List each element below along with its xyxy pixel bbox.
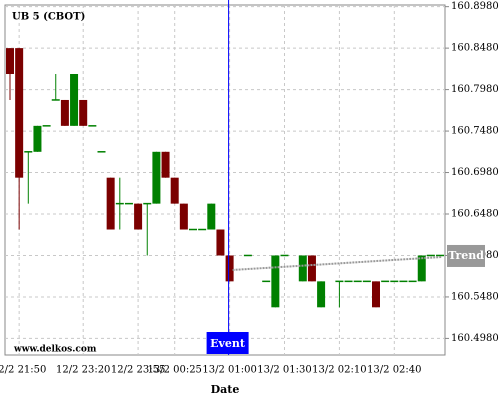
candle-body (353, 280, 362, 283)
candle-body (189, 228, 197, 231)
source: www.delkos.com (13, 345, 97, 355)
x-tick-label: 13/2 02:10 (312, 365, 366, 376)
trend-box (447, 244, 485, 267)
candle-body (79, 99, 88, 126)
x-tick-label: 12/2 23:20 (56, 365, 110, 376)
candle-body (243, 254, 252, 257)
trend-line (232, 255, 443, 271)
candle-body (15, 48, 24, 178)
candle-body (417, 255, 426, 282)
candle-body (161, 151, 170, 178)
candle-body (88, 125, 97, 127)
candle-body (408, 280, 417, 283)
trend-label: Trend (448, 249, 484, 262)
candle-body (97, 151, 106, 153)
y-tick-label: 160.8480 (451, 43, 499, 54)
y-tick-label: 160.7980 (451, 84, 499, 95)
candle-body (42, 125, 51, 127)
x-tick-label: 13/2 01:00 (202, 365, 256, 376)
candle-body (262, 280, 271, 283)
candle-body (60, 99, 69, 126)
candle-body (298, 255, 307, 282)
candle-body (381, 280, 390, 283)
x-tick-label: 13/2 01:30 (257, 365, 311, 376)
marks-layer (6, 48, 445, 308)
y-tick-label: 160.7480 (451, 126, 499, 137)
candle-body (362, 280, 371, 283)
candle-body (115, 202, 124, 205)
candle-body (51, 99, 60, 101)
y-tick-label: 160.4980 (451, 333, 499, 344)
y-tick-label: 160.6980 (451, 167, 499, 178)
candle-body (207, 203, 216, 230)
y-tick-label: 160.8980 (451, 1, 499, 12)
candle-body (33, 125, 42, 152)
candle-body (134, 203, 143, 230)
x-tick-label: 13/2 02:40 (367, 365, 421, 376)
candle-body (124, 202, 133, 205)
plot-frame (4, 4, 446, 356)
x-tick-label: 12/2 21:50 (0, 365, 46, 376)
x-axis-title: Date (211, 383, 240, 396)
candle-body (307, 255, 316, 282)
y-tick-label: 160.5480 (451, 291, 499, 302)
candle-body (106, 177, 115, 230)
candle-body (6, 48, 14, 75)
candle-body (372, 281, 380, 308)
candle-body (335, 280, 344, 283)
candle-body (390, 280, 399, 283)
candle-body (399, 280, 408, 283)
candle-body (280, 254, 289, 257)
candle-body (436, 254, 445, 257)
candle-body (344, 280, 353, 283)
candle-body (225, 255, 234, 282)
candle-body (143, 202, 152, 205)
y-tick-label: 160.6480 (451, 209, 499, 220)
candle-body (152, 151, 161, 204)
event-label: Event (210, 337, 246, 350)
candle-body (271, 255, 280, 308)
event-box (206, 332, 249, 354)
candle-body (216, 229, 225, 256)
candle-body (179, 203, 188, 230)
candle-body (198, 228, 207, 231)
candle-body (317, 281, 326, 308)
candle-body (24, 151, 33, 153)
candle-body (170, 177, 179, 204)
x-tick-label: 12/2 23:55 (111, 365, 165, 376)
chart-title: UB 5 (CBOT) (12, 12, 85, 23)
candle-body (70, 74, 79, 126)
x-tick-label: 13/2 00:25 (147, 365, 201, 376)
candle-body (426, 254, 435, 257)
